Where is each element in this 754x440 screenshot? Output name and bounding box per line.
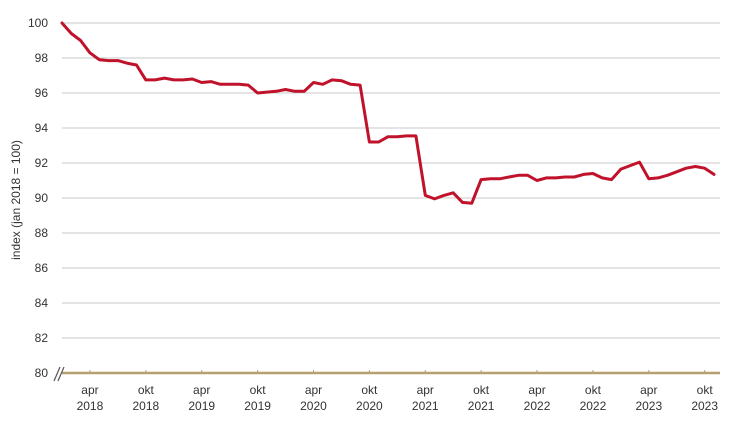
x-tick-label-year: 2023 <box>635 399 662 413</box>
x-tick-label-month: okt <box>361 383 378 397</box>
x-tick-label-month: apr <box>193 383 210 397</box>
y-tick-label: 88 <box>35 226 49 240</box>
x-tick-label-year: 2020 <box>356 399 383 413</box>
x-tick-label-year: 2023 <box>691 399 718 413</box>
x-tick-label-month: apr <box>81 383 98 397</box>
y-tick-label: 96 <box>35 86 49 100</box>
x-tick-label-month: okt <box>473 383 490 397</box>
y-tick-label: 84 <box>35 296 49 310</box>
x-tick-label-month: okt <box>585 383 602 397</box>
x-tick-label-year: 2021 <box>412 399 439 413</box>
x-tick-label-month: apr <box>305 383 322 397</box>
y-tick-label: 86 <box>35 261 49 275</box>
y-axis-title: index (jan 2018 = 100) <box>9 140 23 260</box>
y-tick-label: 98 <box>35 51 49 65</box>
x-tick-label-month: apr <box>640 383 657 397</box>
series-layer <box>60 21 716 205</box>
axis-break-slash <box>57 366 65 382</box>
y-tick-label: 94 <box>35 121 49 135</box>
axis-break-slash <box>53 366 61 382</box>
x-tick-label-year: 2021 <box>468 399 495 413</box>
x-tick-label-year: 2020 <box>300 399 327 413</box>
y-tick-label: 100 <box>28 16 48 30</box>
x-tick-label-month: apr <box>528 383 545 397</box>
y-tick-label: 82 <box>35 331 49 345</box>
x-tick-label-month: okt <box>697 383 714 397</box>
x-tick-label-year: 2022 <box>580 399 607 413</box>
x-tick-label-month: okt <box>250 383 267 397</box>
x-tick-label-year: 2022 <box>524 399 551 413</box>
y-tick-label: 90 <box>35 191 49 205</box>
series-line <box>60 21 716 205</box>
x-axis-ticks: apr 2018 okt 2018 apr 2019 okt 2019 apr 2020 okt 20… <box>77 370 718 413</box>
x-tick-label-month: apr <box>417 383 434 397</box>
y-axis-ticks: 80 82 84 86 88 90 92 94 96 98 100 <box>28 16 48 380</box>
y-tick-label: 92 <box>35 156 49 170</box>
x-tick-label-year: 2018 <box>132 399 159 413</box>
x-tick-label-month: okt <box>138 383 155 397</box>
x-tick-label-year: 2019 <box>244 399 271 413</box>
axis-break-marker <box>53 366 65 382</box>
x-tick-label-year: 2018 <box>77 399 104 413</box>
y-tick-label: 80 <box>35 366 49 380</box>
x-tick-label-year: 2019 <box>188 399 215 413</box>
gridlines <box>62 22 720 339</box>
